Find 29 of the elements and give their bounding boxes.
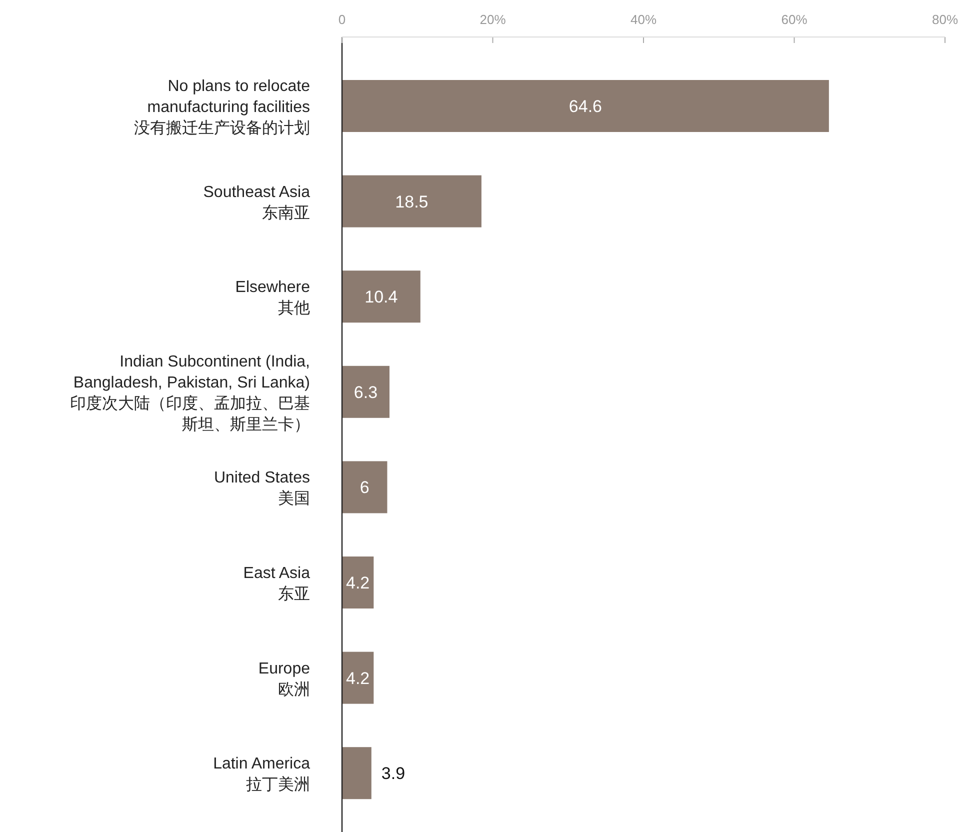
y-tick-label: Indian Subcontinent (India, Bangladesh, Pakistan, Sri Lanka) 印度次大陆（印度、孟加拉、巴基斯坦、斯里兰卡）: [70, 353, 310, 434]
x-tick-label: 80%: [932, 12, 958, 27]
bar: [342, 461, 388, 514]
data-label: 4.2: [346, 668, 370, 688]
y-tick-label: United States 美国: [214, 470, 310, 508]
data-label: 3.9: [381, 764, 406, 784]
bar: [342, 175, 482, 228]
bar: [342, 652, 374, 704]
x-tick-label: 0: [338, 12, 346, 27]
x-tick-label: 20%: [480, 12, 506, 27]
bar: [342, 747, 372, 800]
y-tick-label: No plans to relocate manufacturing facilities 没有搬迁生产设备的计划: [134, 78, 310, 137]
data-label: 64.6: [568, 97, 602, 116]
y-tick-label: Southeast Asia 东南亚: [203, 184, 310, 222]
x-tick-label: 60%: [781, 12, 808, 27]
y-tick-label: Europe 欧洲: [258, 660, 310, 698]
data-label: 4.2: [346, 574, 370, 592]
data-label: 6: [360, 478, 370, 498]
data-label: 18.5: [395, 192, 428, 212]
bar: [342, 80, 829, 132]
bar: [342, 556, 374, 608]
data-label: 6.3: [354, 382, 378, 402]
x-tick-label: 40%: [630, 12, 657, 27]
y-tick-label: Elsewhere 其他: [235, 279, 310, 318]
y-tick-label: East Asia 东亚: [243, 565, 310, 603]
bar: [342, 270, 420, 323]
y-tick-label: Latin America 拉丁美洲: [213, 756, 310, 794]
bar: [342, 366, 390, 418]
data-label: 10.4: [364, 288, 398, 307]
